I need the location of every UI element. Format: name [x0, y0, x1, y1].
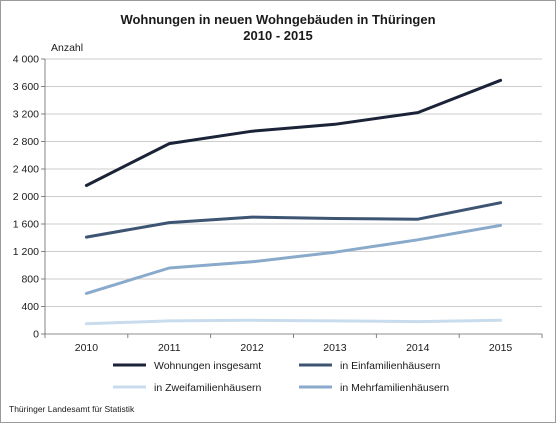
y-tick-label: 1 600 [13, 219, 39, 231]
x-tick-labels: 2010 2011 2012 2013 2014 2015 [75, 342, 513, 354]
x-tick-label: 2015 [489, 342, 513, 354]
y-tick-label: 2 800 [13, 136, 39, 148]
y-tick-label: 400 [21, 301, 39, 313]
y-axis-label: Anzahl [51, 42, 83, 54]
y-tick-label: 2 000 [13, 191, 39, 203]
x-tick-label: 2012 [240, 342, 264, 354]
legend-label: in Zweifamilienhäusern [154, 382, 262, 394]
series-line [84, 201, 503, 239]
y-tick-labels: 0 400 800 1 200 1 600 2 000 2 400 2 800 3 200 3 6… [13, 54, 39, 341]
legend-label: in Einfamilienhäusern [340, 360, 441, 372]
chart-title: Wohnungen in neuen Wohngebäuden in Thüri… [120, 12, 435, 27]
chart-subtitle: 2010 - 2015 [243, 28, 312, 43]
y-tick-label: 4 000 [13, 54, 39, 66]
source-note: Thüringer Landesamt für Statistik [9, 404, 135, 414]
series-line [84, 78, 503, 187]
y-tick-label: 1 200 [13, 246, 39, 258]
y-tick-label: 3 200 [13, 109, 39, 121]
legend-label: Wohnungen insgesamt [154, 360, 261, 372]
series-line [84, 318, 503, 326]
x-tick-label: 2010 [75, 342, 99, 354]
series-lines [84, 78, 503, 326]
y-tick-label: 2 400 [13, 164, 39, 176]
y-tick-label: 0 [33, 329, 39, 341]
axes [41, 58, 543, 338]
x-tick-label: 2013 [323, 342, 347, 354]
gridlines [45, 58, 542, 307]
y-tick-label: 800 [21, 274, 39, 286]
legend-label: in Mehrfamilienhäusern [340, 382, 449, 394]
legend: Wohnungen insgesamt in Einfamilienhäusern… [113, 360, 449, 394]
y-tick-label: 3 600 [13, 81, 39, 93]
x-tick-label: 2011 [158, 342, 181, 354]
series-line [84, 223, 503, 295]
x-tick-label: 2014 [406, 342, 430, 354]
